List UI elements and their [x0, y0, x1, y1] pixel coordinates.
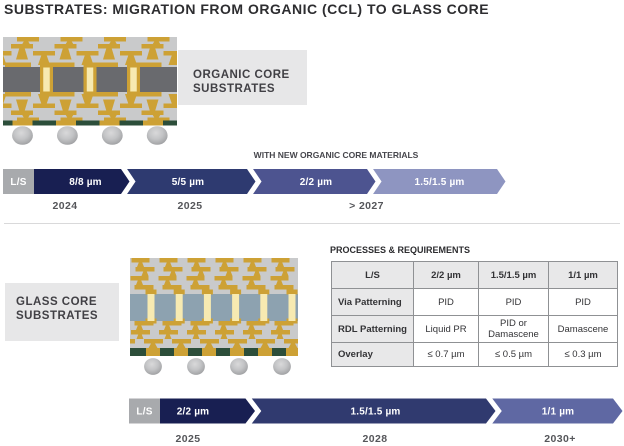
- svg-text:8/8 µm: 8/8 µm: [69, 177, 102, 188]
- svg-text:5/5 µm: 5/5 µm: [172, 177, 205, 188]
- svg-text:1/1 µm: 1/1 µm: [542, 407, 575, 418]
- svg-text:L/S: L/S: [136, 407, 152, 418]
- svg-text:2/2 µm: 2/2 µm: [177, 407, 210, 418]
- svg-text:1.5/1.5 µm: 1.5/1.5 µm: [350, 407, 400, 418]
- svg-text:2/2 µm: 2/2 µm: [300, 177, 333, 188]
- svg-text:L/S: L/S: [10, 177, 26, 188]
- svg-text:1.5/1.5 µm: 1.5/1.5 µm: [414, 177, 464, 188]
